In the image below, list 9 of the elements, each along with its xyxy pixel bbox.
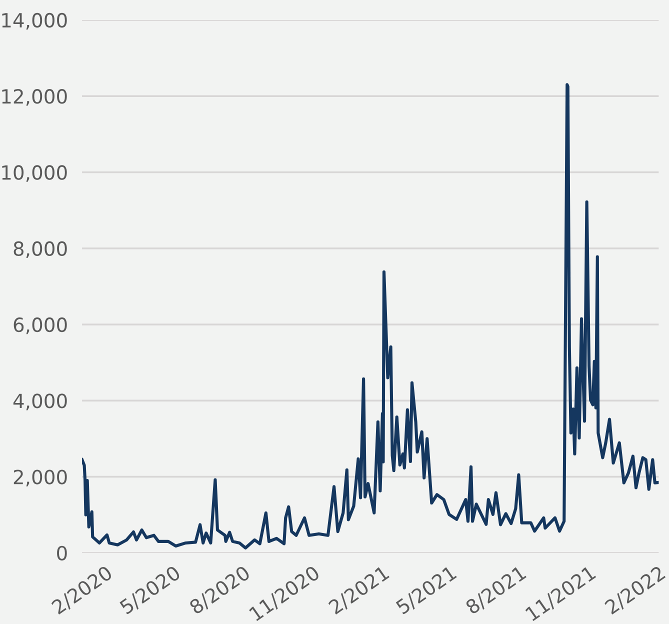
y-tick-label: 2,000 <box>14 470 67 486</box>
y-tick-label: 10,000 <box>2 165 67 182</box>
y-tick-label: 4,000 <box>13 394 67 410</box>
y-tick-label: 6,000 <box>14 317 67 334</box>
y-tick-label: 0 <box>57 546 67 561</box>
y-tick-label: 12,000 <box>2 89 67 106</box>
y-tick-label: 14,000 <box>2 12 67 30</box>
y-tick-label: 8,000 <box>14 241 67 258</box>
line-series <box>82 83 659 550</box>
